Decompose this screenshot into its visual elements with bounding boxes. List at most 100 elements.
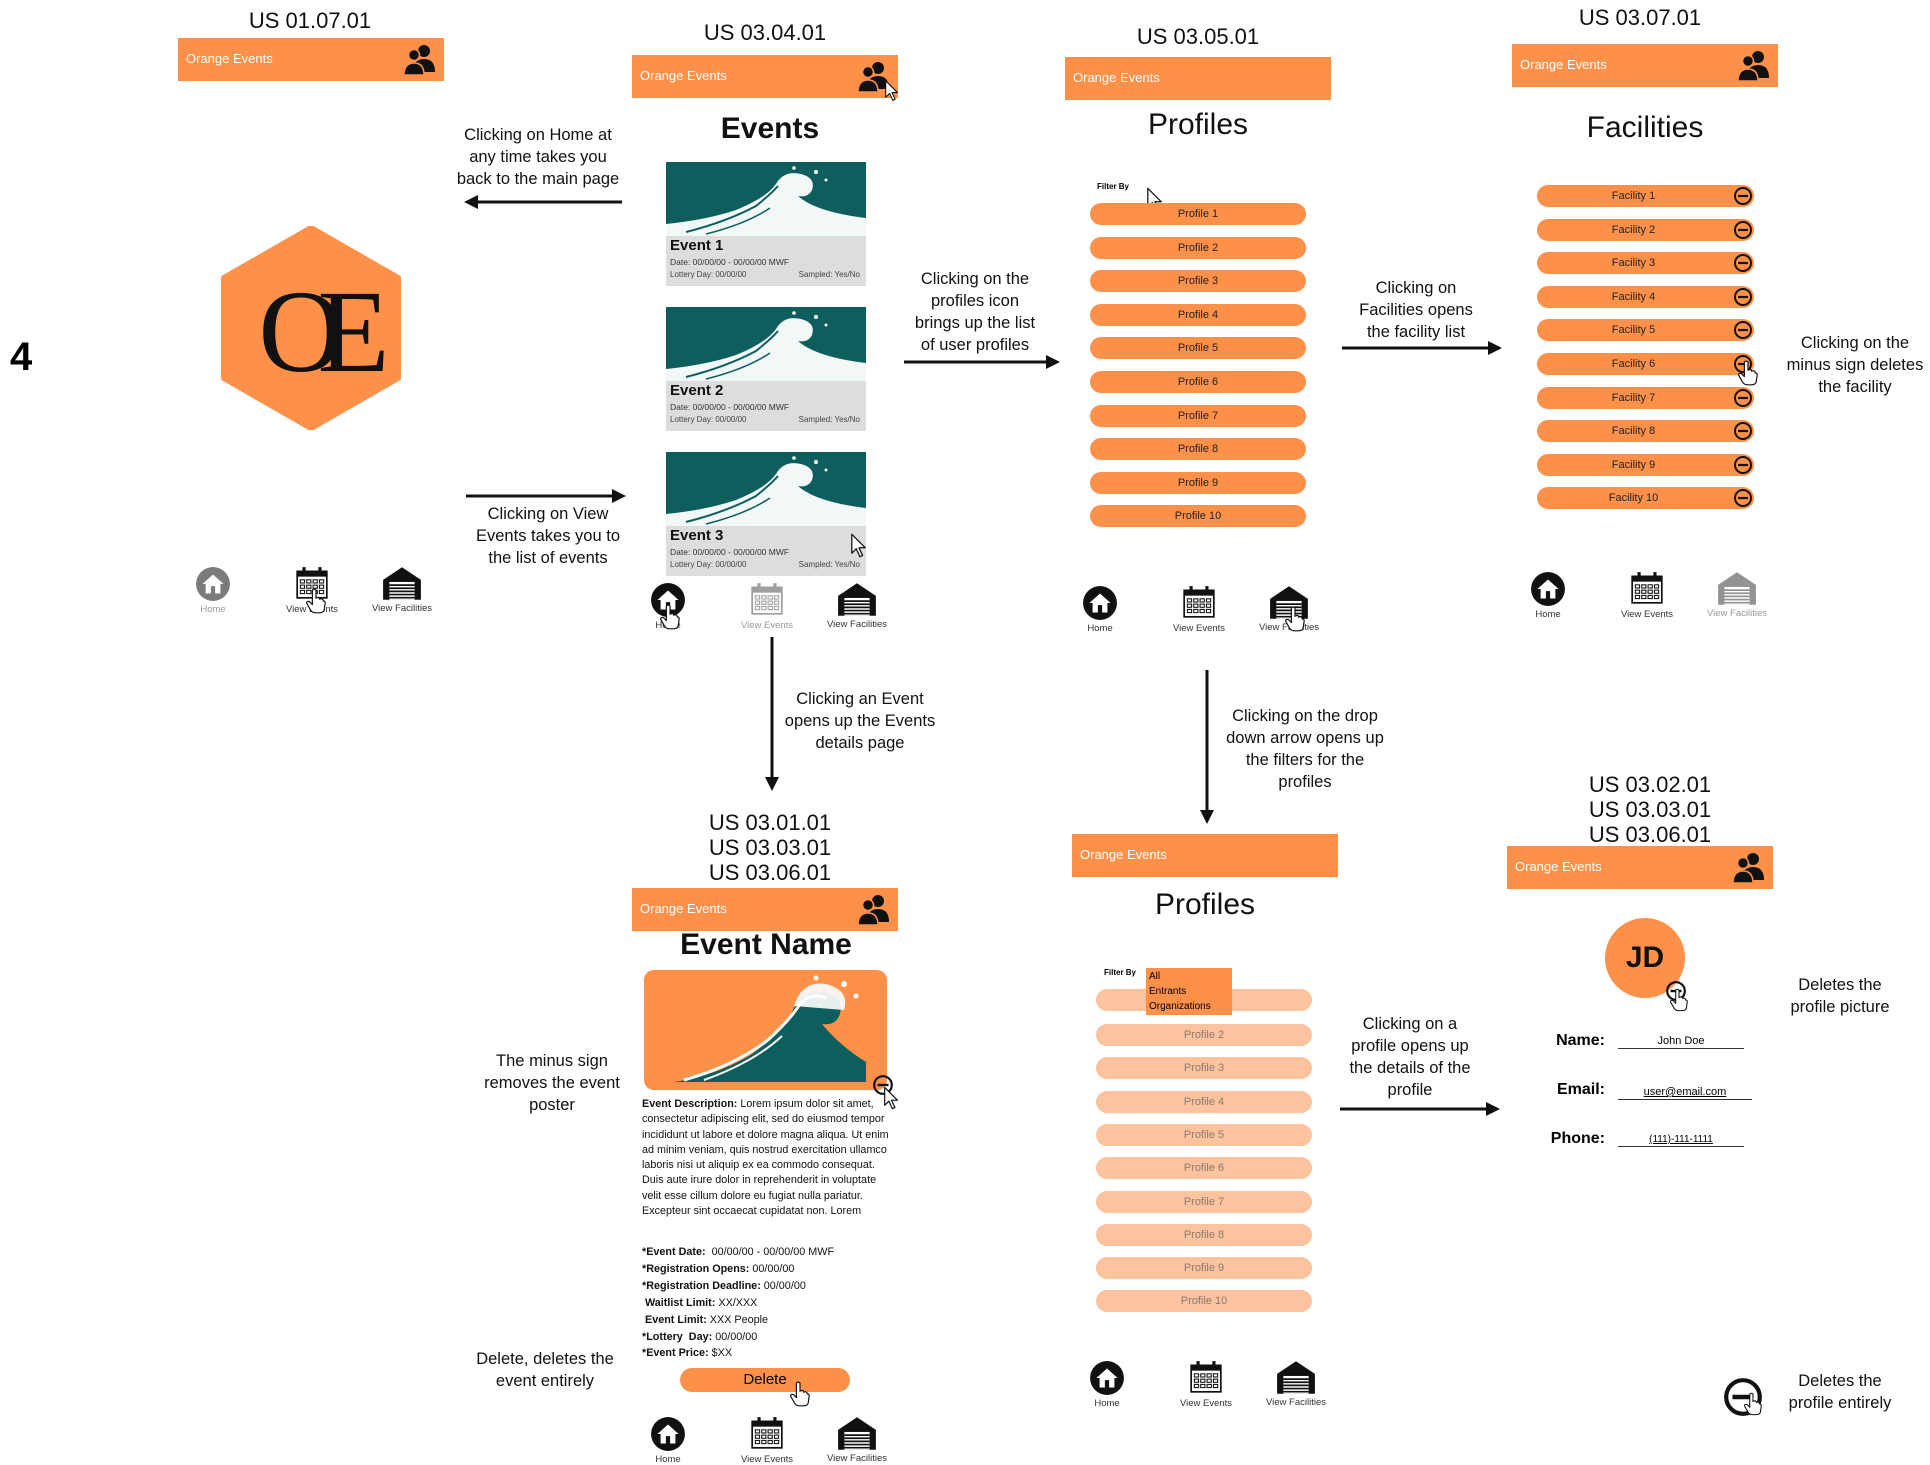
calendar-icon: [1629, 569, 1665, 607]
cursor-hand-icon: [1670, 988, 1688, 1012]
delete-event-button[interactable]: Delete: [680, 1368, 850, 1392]
facility-row[interactable]: Facility 2: [1537, 218, 1754, 241]
email-label: Email:: [1556, 1081, 1605, 1098]
facility-label: Facility 10: [1608, 492, 1659, 505]
nav-home-event-details[interactable]: Home: [628, 1416, 708, 1465]
profile-row[interactable]: Profile 2: [1096, 1024, 1312, 1046]
event-name-title: Event Name: [680, 928, 852, 961]
arrow-right-facilities: [1342, 341, 1502, 355]
event-field-label: Event Limit:: [642, 1313, 707, 1326]
nav-facilities-profiles-filter[interactable]: View Facilities: [1256, 1359, 1336, 1408]
delete-facility-minus-icon[interactable]: [1733, 488, 1753, 508]
event-field-label: *Event Price:: [642, 1347, 709, 1360]
email-field[interactable]: user@email.com: [1618, 1086, 1752, 1100]
profiles-icon[interactable]: [857, 892, 891, 926]
nav-events-facilities[interactable]: View Events: [1607, 569, 1687, 620]
profile-row[interactable]: Profile 3: [1096, 1057, 1312, 1080]
phone-field[interactable]: (111)-111-1111: [1618, 1134, 1744, 1147]
delete-facility-minus-icon[interactable]: [1733, 421, 1753, 441]
event-card-1[interactable]: Event 1 Date: 00/00/00 - 00/00/00 MWF Lo…: [666, 162, 866, 286]
nav-home-profiles[interactable]: Home: [1060, 585, 1140, 634]
profile-row[interactable]: Profile 5: [1090, 337, 1306, 360]
profile-row[interactable]: Profile 4: [1090, 303, 1306, 326]
facility-row[interactable]: Facility 5: [1537, 319, 1754, 342]
facility-row[interactable]: Facility 1: [1537, 185, 1754, 207]
facility-row[interactable]: Facility 4: [1537, 285, 1754, 308]
profile-row[interactable]: Profile 9: [1090, 471, 1306, 494]
nav-facilities-facilities[interactable]: View Facilities: [1697, 570, 1777, 619]
filter-dropdown[interactable]: All Entrants Organizations: [1146, 968, 1232, 1015]
event-field-label: *Event Date:: [642, 1246, 706, 1258]
profile-row[interactable]: Profile 6: [1090, 371, 1306, 393]
annotation-home: Clicking on Home at any time takes you b…: [456, 126, 620, 188]
profile-row[interactable]: Profile 3: [1090, 270, 1306, 293]
delete-facility-minus-icon[interactable]: [1733, 455, 1753, 475]
facility-label: Facility 5: [1611, 324, 1656, 337]
profiles-icon[interactable]: [1732, 850, 1766, 884]
nav-facilities-events[interactable]: View Facilities: [817, 581, 897, 630]
facility-row[interactable]: Facility 7: [1537, 386, 1754, 409]
cursor-hand-icon: [306, 588, 326, 614]
profile-row[interactable]: Profile 8: [1090, 438, 1306, 461]
event-description-text: Lorem ipsum dolor sit amet, consectetur …: [642, 1098, 889, 1218]
profile-row[interactable]: Profile 10: [1096, 1290, 1312, 1313]
profile-row[interactable]: Profile 7: [1090, 404, 1306, 427]
avatar-initials: JD: [1625, 941, 1665, 974]
nav-home-main[interactable]: Home: [173, 566, 253, 615]
delete-facility-minus-icon[interactable]: [1733, 287, 1753, 307]
nav-events-events[interactable]: View Events: [727, 580, 807, 631]
delete-facility-minus-icon[interactable]: [1733, 253, 1753, 273]
facility-row[interactable]: Facility 6: [1537, 353, 1754, 375]
facility-label: Facility 8: [1611, 425, 1656, 438]
profiles-title: Profiles: [1147, 108, 1249, 141]
filter-by-label[interactable]: Filter By: [1104, 968, 1137, 977]
event-field-value: 00/00/00: [760, 1279, 806, 1292]
nav-home-profiles-filter[interactable]: Home: [1067, 1360, 1147, 1409]
nav-home-label: Home: [1094, 1398, 1120, 1409]
nav-events-event-details[interactable]: View Events: [727, 1414, 807, 1465]
nav-home-facilities[interactable]: Home: [1508, 571, 1588, 620]
profile-row[interactable]: Profile 1: [1090, 203, 1306, 225]
filter-option[interactable]: All: [1149, 971, 1161, 982]
facilities-header: Orange Events: [1512, 44, 1778, 87]
profile-row[interactable]: Profile 2: [1090, 236, 1306, 259]
profile-row[interactable]: Profile 4: [1096, 1090, 1312, 1113]
event-field-row: Waitlist Limit: XX/XXX: [642, 1296, 757, 1311]
profiles-icon[interactable]: [1737, 48, 1771, 82]
event-field-label: *Registration Deadline:: [642, 1279, 761, 1292]
calendar-icon: [749, 580, 785, 618]
event-card-2[interactable]: Event 2 Date: 00/00/00 - 00/00/00 MWF Lo…: [666, 307, 866, 431]
facility-row[interactable]: Facility 3: [1537, 252, 1754, 275]
facility-row[interactable]: Facility 9: [1537, 453, 1754, 476]
story-id-profile-details: US 03.02.01 US 03.03.01 US 03.06.01: [1588, 772, 1712, 847]
nav-facilities-event-details[interactable]: View Facilities: [817, 1415, 897, 1464]
profile-row[interactable]: Profile 8: [1096, 1223, 1312, 1246]
nav-events-profiles-filter[interactable]: View Events: [1166, 1358, 1246, 1409]
delete-facility-minus-icon[interactable]: [1733, 388, 1753, 408]
profile-row[interactable]: Profile 6: [1096, 1157, 1312, 1180]
delete-facility-minus-icon[interactable]: [1733, 220, 1753, 240]
story-id-events: US 03.04.01: [703, 20, 827, 45]
nav-events-profiles[interactable]: View Events: [1159, 583, 1239, 634]
profile-row[interactable]: Profile 10: [1090, 505, 1306, 528]
event-field-value: XX/XXX: [715, 1296, 758, 1309]
filter-by-label[interactable]: Filter By: [1097, 182, 1130, 191]
filter-option[interactable]: Organizations: [1149, 1001, 1211, 1012]
nav-home-label: Home: [1535, 609, 1561, 620]
filter-option[interactable]: Entrants: [1149, 986, 1187, 997]
profile-row[interactable]: Profile 9: [1096, 1257, 1312, 1280]
annotation-view-events: Clicking on View Events takes you to the…: [476, 505, 620, 567]
delete-facility-minus-icon[interactable]: [1733, 320, 1753, 340]
delete-facility-minus-icon[interactable]: [1733, 186, 1753, 206]
event-card-3[interactable]: Event 3 Date: 00/00/00 - 00/00/00 MWF Lo…: [666, 452, 866, 576]
profile-row[interactable]: Profile 7: [1096, 1190, 1312, 1213]
nav-facilities-main[interactable]: View Facilities: [362, 565, 442, 614]
facility-row[interactable]: Facility 8: [1537, 420, 1754, 443]
story-id-profiles: US 03.05.01: [1136, 24, 1260, 49]
profiles-icon[interactable]: [403, 42, 437, 76]
facility-label: Facility 7: [1611, 391, 1656, 404]
profile-row[interactable]: Profile 5: [1096, 1123, 1312, 1146]
facility-row[interactable]: Facility 10: [1537, 487, 1754, 510]
annotation-facilities: Clicking on Facilities opens the facilit…: [1359, 279, 1473, 341]
name-field[interactable]: John Doe: [1618, 1035, 1744, 1049]
